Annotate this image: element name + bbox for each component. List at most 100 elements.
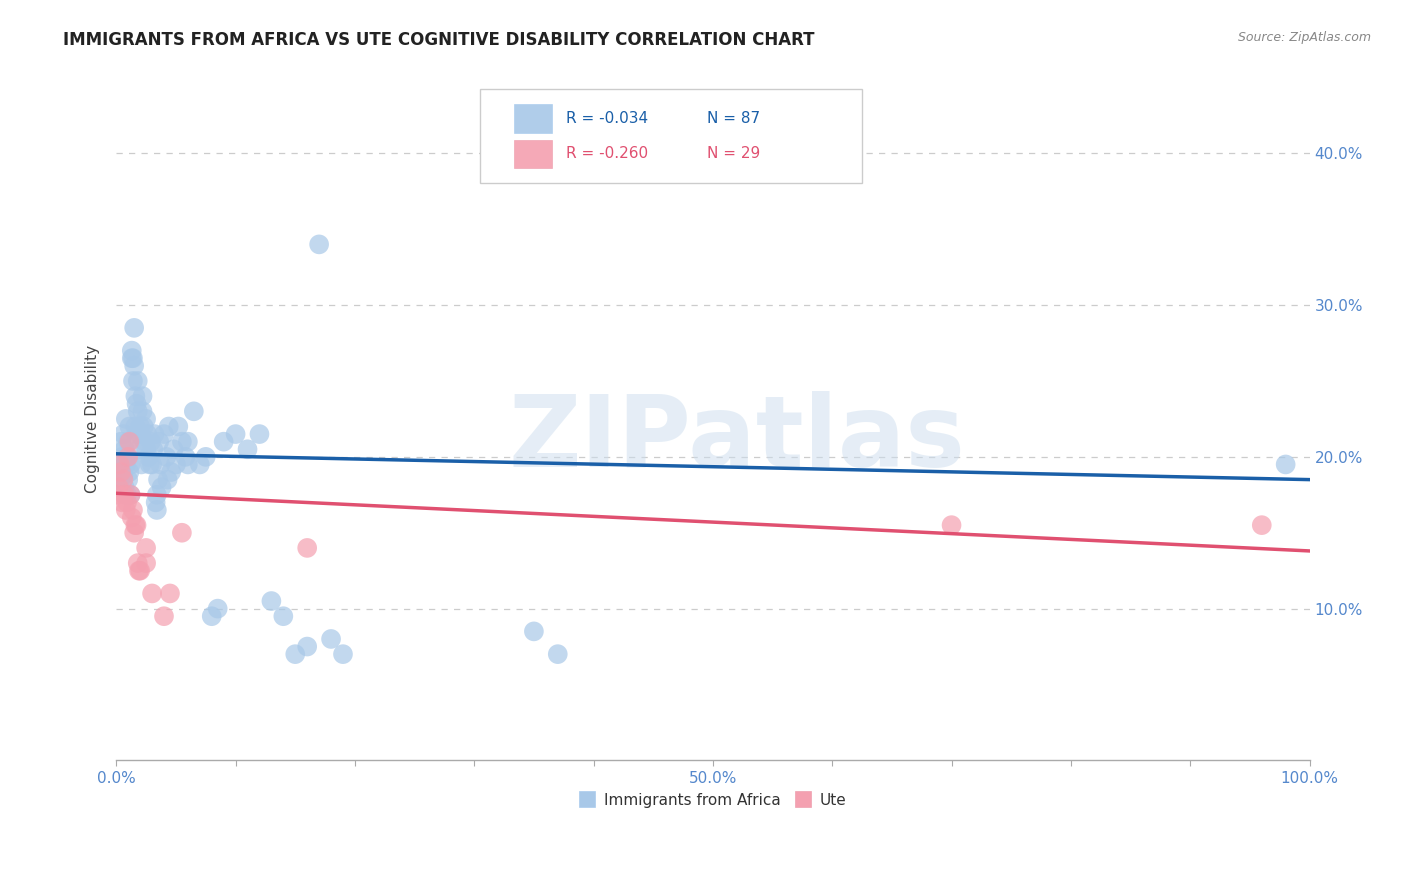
Point xyxy=(207,601,229,615)
Point xyxy=(201,609,224,624)
Point xyxy=(118,465,141,479)
Point xyxy=(124,518,146,533)
Point xyxy=(125,427,148,442)
Point xyxy=(284,647,307,661)
Y-axis label: Cognitive Disability: Cognitive Disability xyxy=(86,345,100,493)
Point xyxy=(547,647,569,661)
Point xyxy=(129,419,152,434)
Point xyxy=(118,419,141,434)
Point xyxy=(162,442,184,457)
Point xyxy=(127,556,149,570)
Point xyxy=(108,458,131,472)
Point xyxy=(131,404,153,418)
Point xyxy=(174,450,197,464)
Point xyxy=(129,427,152,442)
Point xyxy=(167,419,190,434)
Point xyxy=(121,510,143,524)
Point xyxy=(112,427,135,442)
Point xyxy=(114,503,136,517)
Point xyxy=(114,442,136,457)
Point xyxy=(941,518,963,533)
Point xyxy=(146,503,169,517)
Point xyxy=(112,468,135,483)
Point xyxy=(523,624,546,639)
Point xyxy=(183,404,205,418)
Point xyxy=(129,564,152,578)
Text: R = -0.034: R = -0.034 xyxy=(567,111,648,126)
Point xyxy=(160,465,183,479)
Point xyxy=(122,525,145,540)
Point xyxy=(212,434,235,449)
Point xyxy=(143,427,166,442)
Text: ZIPatlas: ZIPatlas xyxy=(509,391,965,488)
Point xyxy=(273,609,295,624)
Point xyxy=(117,434,139,449)
Point xyxy=(120,488,142,502)
Point xyxy=(260,594,283,608)
Text: N = 87: N = 87 xyxy=(707,111,761,126)
Point xyxy=(165,458,187,472)
Point xyxy=(117,473,139,487)
Point xyxy=(138,458,160,472)
Point xyxy=(107,488,129,502)
FancyBboxPatch shape xyxy=(481,89,862,183)
Point xyxy=(115,488,138,502)
Text: Source: ZipAtlas.com: Source: ZipAtlas.com xyxy=(1237,31,1371,45)
Point xyxy=(188,458,211,472)
Point xyxy=(124,389,146,403)
Point xyxy=(114,458,136,472)
Point xyxy=(1250,518,1272,533)
Point xyxy=(148,434,170,449)
Point xyxy=(121,351,143,366)
Point xyxy=(111,450,134,464)
Point xyxy=(141,586,163,600)
Point xyxy=(157,419,180,434)
Point xyxy=(122,359,145,373)
Point xyxy=(138,450,160,464)
Point xyxy=(122,374,145,388)
Point xyxy=(153,427,176,442)
Point xyxy=(159,586,181,600)
Point xyxy=(170,434,193,449)
Point xyxy=(107,462,129,476)
Point xyxy=(308,237,330,252)
Point xyxy=(127,374,149,388)
Point xyxy=(136,427,159,442)
Point xyxy=(107,480,129,494)
Point xyxy=(128,442,150,457)
Point xyxy=(122,503,145,517)
Point xyxy=(135,442,157,457)
Point xyxy=(125,518,148,533)
Point xyxy=(115,450,138,464)
Point xyxy=(121,343,143,358)
Point xyxy=(135,541,157,555)
Point xyxy=(332,647,354,661)
Point xyxy=(131,458,153,472)
Point xyxy=(225,427,247,442)
Point xyxy=(236,442,259,457)
Point xyxy=(150,480,173,494)
Point xyxy=(141,458,163,472)
Point xyxy=(156,473,179,487)
Point xyxy=(177,458,200,472)
Point xyxy=(128,564,150,578)
Text: N = 29: N = 29 xyxy=(707,146,761,161)
Point xyxy=(135,412,157,426)
Point xyxy=(170,525,193,540)
Point xyxy=(1274,458,1296,472)
Point xyxy=(194,450,217,464)
Text: IMMIGRANTS FROM AFRICA VS UTE COGNITIVE DISABILITY CORRELATION CHART: IMMIGRANTS FROM AFRICA VS UTE COGNITIVE … xyxy=(63,31,814,49)
Point xyxy=(114,480,136,494)
Point xyxy=(149,458,172,472)
Point xyxy=(120,488,142,502)
Point xyxy=(295,640,318,654)
Point xyxy=(145,495,167,509)
Point xyxy=(111,495,134,509)
FancyBboxPatch shape xyxy=(513,104,551,133)
Point xyxy=(112,473,135,487)
Point xyxy=(319,632,342,646)
Point xyxy=(132,419,155,434)
Point xyxy=(118,434,141,449)
Point xyxy=(122,351,145,366)
Point xyxy=(110,434,132,449)
